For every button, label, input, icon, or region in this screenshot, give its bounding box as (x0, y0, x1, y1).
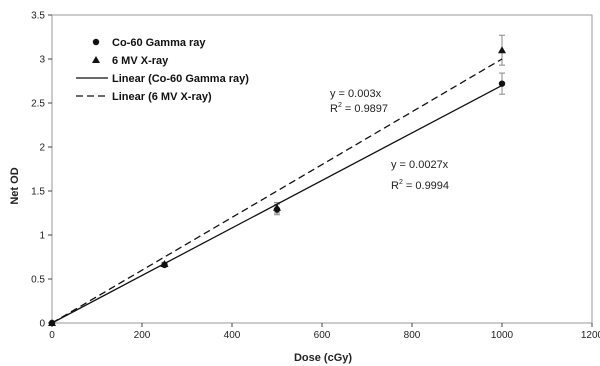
data-point-6mv (160, 260, 169, 268)
equation-co60: y = 0.0027x R2 = 0.9994 (391, 159, 449, 192)
y-tick-label: 2 (39, 143, 45, 154)
x-tick-label: 600 (314, 330, 331, 341)
data-point-6mv (498, 46, 506, 54)
y-tick-label: 0.5 (31, 275, 45, 286)
data-point-6mv (48, 319, 56, 326)
y-tick-label: 3.5 (31, 11, 45, 22)
legend-label-linear-co60: Linear (Co-60 Gamma ray) (112, 73, 249, 85)
legend: Co-60 Gamma ray 6 MV X-ray Linear (Co-60… (76, 37, 249, 103)
legend-label-6mv: 6 MV X-ray (112, 55, 169, 67)
equation-6mv-r2: R2 = 0.9897 (330, 102, 388, 115)
y-tick-label: 0 (39, 319, 45, 330)
equation-6mv-formula: y = 0.003x (330, 88, 382, 100)
equation-6mv: y = 0.003x R2 = 0.9897 (330, 88, 388, 115)
r2-value-co60: = 0.9994 (403, 180, 449, 192)
x-tick-label: 1000 (491, 330, 514, 341)
y-tick-label: 1.5 (31, 187, 45, 198)
markers (48, 46, 506, 327)
r2-sup-co60: 2 (399, 179, 403, 186)
error-bars (161, 34, 505, 268)
legend-symbol-co60 (92, 38, 100, 46)
legend-label-co60: Co-60 Gamma ray (112, 37, 206, 49)
r2-label-6mv: R (330, 103, 338, 115)
trendline-6mv (51, 58, 503, 324)
data-point-co60 (498, 80, 506, 87)
y-tick-label: 2.5 (31, 99, 45, 110)
legend-symbol-6mv (92, 56, 100, 63)
y-tick-label: 1 (39, 231, 45, 242)
x-tick-label: 400 (224, 330, 241, 341)
y-tick-label: 3 (39, 55, 45, 66)
x-tick-label: 0 (49, 330, 55, 341)
x-tick-label: 1200 (581, 330, 600, 341)
y-axis-title: Net OD (9, 167, 21, 204)
r2-value-6mv: = 0.9897 (342, 103, 388, 115)
r2-label-co60: R (391, 180, 399, 192)
equation-co60-r2: R2 = 0.9994 (391, 179, 449, 192)
data-point-6mv (273, 203, 281, 211)
x-axis-title: Dose (cGy) (294, 352, 352, 364)
equation-co60-formula: y = 0.0027x (391, 159, 449, 171)
x-tick-label: 800 (404, 330, 421, 341)
legend-label-linear-6mv: Linear (6 MV X-ray) (112, 91, 212, 103)
x-tick-label: 200 (134, 330, 151, 341)
r2-sup-6mv: 2 (338, 102, 342, 109)
